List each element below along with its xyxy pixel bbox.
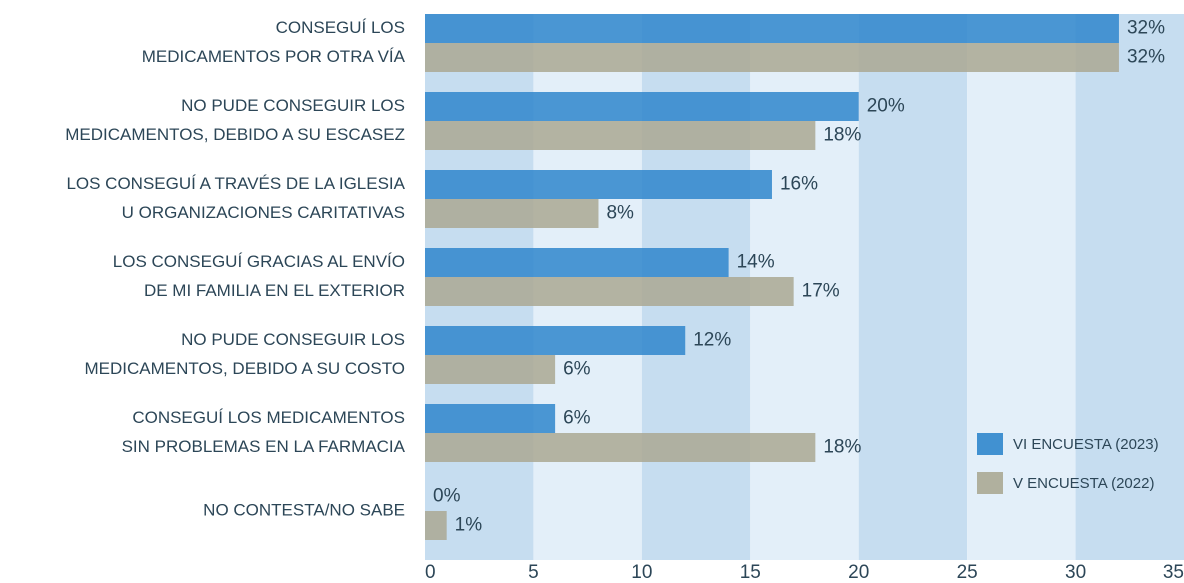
- band: [1075, 14, 1184, 560]
- category-label: DE MI FAMILIA EN EL EXTERIOR: [144, 281, 405, 300]
- value-label: 20%: [867, 96, 905, 117]
- x-tick-label: 10: [631, 562, 652, 583]
- bar: [425, 92, 859, 121]
- x-tick-label: 35: [1163, 562, 1184, 583]
- category-label: CONSEGUÍ LOS MEDICAMENTOS: [132, 408, 405, 427]
- value-label: 18%: [823, 437, 861, 458]
- bar: [425, 199, 599, 228]
- band: [858, 14, 968, 560]
- x-tick-label: 15: [740, 562, 761, 583]
- x-tick-label: 25: [957, 562, 978, 583]
- bar: [425, 404, 556, 433]
- category-label: NO PUDE CONSEGUIR LOS: [181, 330, 405, 349]
- value-label: 1%: [455, 515, 483, 536]
- value-label: 18%: [823, 125, 861, 146]
- bar: [425, 355, 556, 384]
- value-label: 32%: [1127, 47, 1165, 68]
- value-label: 0%: [433, 486, 461, 507]
- value-label: 12%: [693, 330, 731, 351]
- bar: [425, 511, 447, 540]
- category-label: U ORGANIZACIONES CARITATIVAS: [122, 203, 405, 222]
- value-label: 6%: [563, 359, 591, 380]
- bar: [425, 248, 729, 277]
- bar: [425, 433, 816, 462]
- category-label: CONSEGUÍ LOS: [276, 18, 405, 37]
- legend-label: VI ENCUESTA (2023): [1013, 436, 1159, 453]
- category-label: LOS CONSEGUÍ GRACIAS AL ENVÍO: [113, 252, 405, 271]
- category-label: MEDICAMENTOS, DEBIDO A SU COSTO: [84, 359, 405, 378]
- band: [967, 14, 1076, 560]
- x-tick-label: 0: [425, 562, 436, 583]
- bar: [425, 326, 686, 355]
- bar: [425, 121, 816, 150]
- value-label: 16%: [780, 174, 818, 195]
- category-label: NO PUDE CONSEGUIR LOS: [181, 96, 405, 115]
- x-tick-label: 30: [1065, 562, 1086, 583]
- value-label: 8%: [606, 203, 634, 224]
- category-label: MEDICAMENTOS, DEBIDO A SU ESCASEZ: [65, 125, 405, 144]
- x-tick-label: 20: [848, 562, 869, 583]
- category-label: MEDICAMENTOS POR OTRA VÍA: [142, 47, 406, 66]
- bar: [425, 43, 1119, 72]
- value-label: 17%: [802, 281, 840, 302]
- legend-label: V ENCUESTA (2022): [1013, 475, 1154, 492]
- x-tick-label: 5: [528, 562, 539, 583]
- category-label: SIN PROBLEMAS EN LA FARMACIA: [122, 437, 406, 456]
- category-label: LOS CONSEGUÍ A TRAVÉS DE LA IGLESIA: [66, 174, 405, 193]
- value-label: 14%: [737, 252, 775, 273]
- bar: [425, 14, 1119, 43]
- legend-swatch: [977, 472, 1003, 494]
- value-label: 32%: [1127, 18, 1165, 39]
- legend-swatch: [977, 433, 1003, 455]
- category-label: NO CONTESTA/NO SABE: [203, 500, 405, 519]
- bar: [425, 277, 794, 306]
- bar: [425, 170, 772, 199]
- value-label: 6%: [563, 408, 591, 429]
